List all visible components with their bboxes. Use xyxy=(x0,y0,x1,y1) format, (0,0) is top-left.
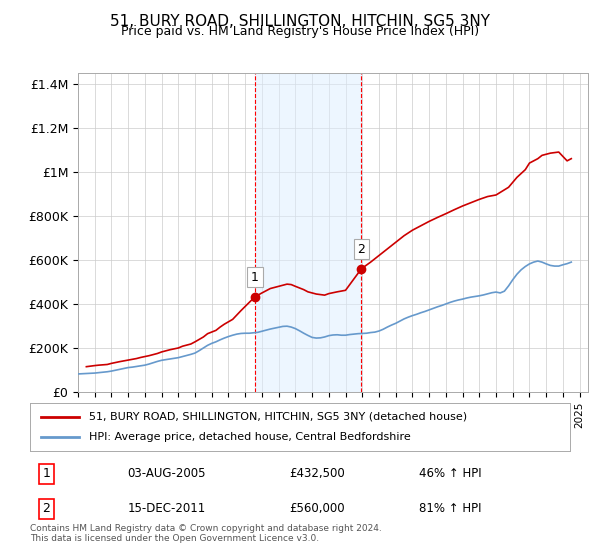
Text: 2: 2 xyxy=(42,502,50,515)
Text: 46% ↑ HPI: 46% ↑ HPI xyxy=(419,468,481,480)
Text: HPI: Average price, detached house, Central Bedfordshire: HPI: Average price, detached house, Cent… xyxy=(89,432,411,442)
Text: Contains HM Land Registry data © Crown copyright and database right 2024.
This d: Contains HM Land Registry data © Crown c… xyxy=(30,524,382,543)
Text: Price paid vs. HM Land Registry's House Price Index (HPI): Price paid vs. HM Land Registry's House … xyxy=(121,25,479,38)
Text: 2: 2 xyxy=(358,242,365,255)
Text: £560,000: £560,000 xyxy=(289,502,345,515)
Text: 81% ↑ HPI: 81% ↑ HPI xyxy=(419,502,481,515)
Bar xyxy=(255,73,361,392)
Text: 1: 1 xyxy=(42,468,50,480)
Text: £432,500: £432,500 xyxy=(289,468,345,480)
Text: 1: 1 xyxy=(251,270,259,283)
Text: 15-DEC-2011: 15-DEC-2011 xyxy=(127,502,205,515)
Text: 51, BURY ROAD, SHILLINGTON, HITCHIN, SG5 3NY: 51, BURY ROAD, SHILLINGTON, HITCHIN, SG5… xyxy=(110,14,490,29)
Text: 03-AUG-2005: 03-AUG-2005 xyxy=(127,468,206,480)
Text: 51, BURY ROAD, SHILLINGTON, HITCHIN, SG5 3NY (detached house): 51, BURY ROAD, SHILLINGTON, HITCHIN, SG5… xyxy=(89,412,467,422)
